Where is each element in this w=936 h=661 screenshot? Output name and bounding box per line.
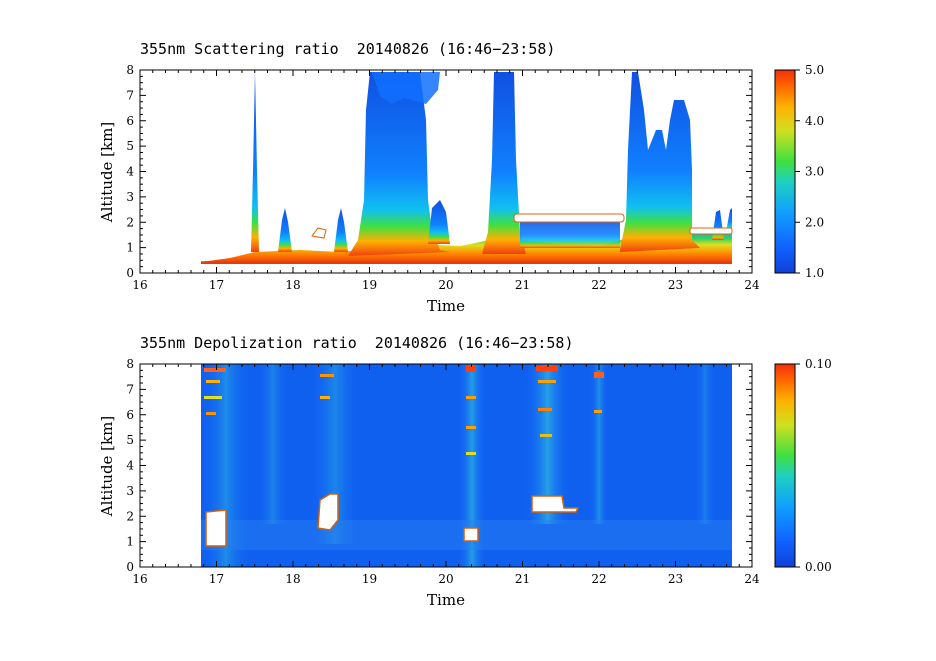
y-axis-label: Altitude [km] — [98, 416, 116, 517]
depol-streak — [695, 364, 715, 524]
cloud-bump-23-7 — [726, 208, 732, 232]
cloud-gap — [513, 213, 625, 223]
depol-region — [531, 495, 580, 513]
x-tick-label: 19 — [362, 278, 377, 292]
cloud-19-fringe — [372, 72, 440, 104]
x-tick-label: 18 — [285, 572, 300, 586]
x-tick-label: 24 — [744, 278, 760, 292]
depol-streak — [258, 364, 288, 524]
colorbar-tick-label: 0.10 — [805, 357, 832, 371]
x-tick-label: 16 — [132, 278, 147, 292]
y-tick-label: 1 — [126, 241, 134, 255]
x-tick-label: 21 — [515, 572, 530, 586]
chart-title: 355nm Scattering ratio 20140826 (16:46−2… — [140, 40, 555, 58]
depol-hotspots — [204, 366, 604, 455]
x-axis-label: Time — [427, 297, 465, 315]
x-tick-label: 20 — [438, 572, 453, 586]
y-tick-label: 5 — [126, 139, 134, 153]
y-tick-label: 4 — [126, 165, 134, 179]
colorbar-tick-group: 1.0 2.0 3.0 4.0 5.0 — [795, 63, 824, 280]
plot-area — [201, 364, 732, 567]
y-tick-label: 3 — [126, 484, 134, 498]
y-tick-label: 5 — [126, 433, 134, 447]
x-tick-label: 17 — [209, 278, 224, 292]
x-tick-label: 22 — [591, 572, 606, 586]
cloud-bump-20 — [428, 200, 450, 244]
cloud-bump-23-6 — [712, 210, 724, 240]
y-tick-label: 4 — [126, 459, 134, 473]
x-tick-label: 23 — [668, 572, 683, 586]
colorbar-tick-label: 3.0 — [805, 165, 824, 179]
x-tick-label: 22 — [591, 278, 606, 292]
cloud-bump-17-9 — [278, 208, 292, 252]
x-tick-label: 20 — [438, 278, 453, 292]
y-tick-label: 0 — [126, 266, 134, 280]
colorbar-tick-label: 2.0 — [805, 215, 824, 229]
depol-region — [317, 493, 339, 531]
y-tick-label: 7 — [126, 382, 134, 396]
y-tick-label: 2 — [126, 509, 134, 523]
chart-title: 355nm Depolization ratio 20140826 (16:46… — [140, 334, 573, 352]
x-tick-label: 19 — [362, 572, 377, 586]
colorbar-tick-group: 0.00 0.10 — [795, 357, 832, 574]
x-tick-label: 21 — [515, 278, 530, 292]
cloud-20-8 — [482, 72, 526, 254]
colorbar-tick-label: 4.0 — [805, 114, 824, 128]
cloud-layer-21-5 — [520, 218, 620, 248]
cloud-spike-17-5 — [251, 72, 259, 252]
colorbar — [774, 69, 796, 274]
colorbar-tick-label: 5.0 — [805, 63, 824, 77]
y-tick-label: 2 — [126, 215, 134, 229]
x-tick-label: 18 — [285, 278, 300, 292]
y-tick-label: 8 — [126, 357, 134, 371]
colorbar-tick-label: 1.0 — [805, 266, 824, 280]
x-tick-label: 17 — [209, 572, 224, 586]
y-tick-label: 6 — [126, 114, 134, 128]
x-tick-label: 24 — [744, 572, 760, 586]
y-tick-label: 7 — [126, 88, 134, 102]
depol-streak — [590, 364, 608, 524]
y-tick-label: 3 — [126, 190, 134, 204]
y-tick-label: 1 — [126, 535, 134, 549]
x-tick-label: 23 — [668, 278, 683, 292]
y-tick-label: 6 — [126, 408, 134, 422]
cloud-19 — [348, 72, 450, 256]
y-tick-label: 8 — [126, 63, 134, 77]
cloud-gap — [311, 227, 327, 239]
y-axis-label: Altitude [km] — [98, 122, 116, 223]
boundary-layer-band — [201, 232, 732, 264]
x-tick-label: 16 — [132, 572, 147, 586]
plot-area — [201, 72, 733, 264]
colorbar-tick-label: 0.00 — [805, 560, 832, 574]
y-tick-label: 0 — [126, 560, 134, 574]
depol-region — [463, 527, 479, 542]
cloud-bump-18-6 — [334, 208, 348, 252]
cloud-gap — [689, 227, 733, 235]
x-axis-label: Time — [427, 591, 465, 609]
depol-region — [205, 509, 227, 547]
cloud-22-5 — [620, 72, 700, 252]
colorbar — [774, 363, 796, 568]
